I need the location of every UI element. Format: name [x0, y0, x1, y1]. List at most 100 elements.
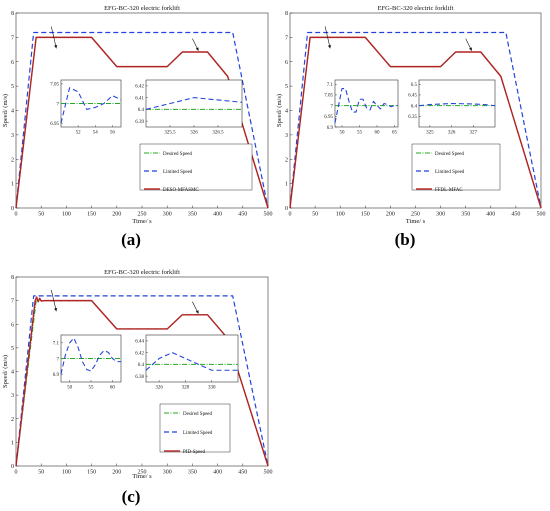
panel-a-inset-2-ytick-label: 6.39	[135, 120, 144, 125]
panel-b-legend-label: Limited Speed	[435, 170, 465, 175]
panel-b-inset-1-frame	[334, 79, 399, 128]
panel-a-ytick-label: 6	[11, 60, 14, 66]
panel-a-inset-2-xtick-label: 325.5	[164, 131, 176, 136]
panel-b-ytick-label: 1	[285, 182, 288, 188]
panel-b-arrow-head	[468, 47, 472, 51]
panel-c-xtick-label: 450	[238, 470, 247, 476]
panel-c: 0 50 100 150 200 250 300 350 400 450 500 0 1 2 3 4 5 6 7 8 E…	[2, 269, 273, 506]
panel-b-legend-label: FFDL-MFAC	[435, 188, 463, 193]
panel-a-ytick-label: 0	[11, 206, 14, 212]
panel-c-inset-1-xtick-label: 60	[110, 386, 116, 391]
panel-a-limited-speed-line	[15, 31, 269, 209]
panel-b-title: EFG-BC-320 electric forklift	[378, 5, 454, 12]
panel-b-inset-1-xtick-label: 55	[357, 131, 363, 136]
panel-b-inset-1: 50 55 60 65 6.9 6.95 7 7.05 7.1	[324, 79, 399, 136]
panel-b-xtick-label: 100	[336, 212, 345, 218]
panel-a-legend: Desired Speed Limited Speed DESO-MFASMC	[139, 143, 253, 193]
panel-c-inset-2-ytick-label: 6.44	[135, 340, 144, 345]
panel-c-arrow-head	[54, 307, 58, 312]
panel-a-inset-2: 325.5 326 326.5 6.39 6.4 6.41 6.42	[135, 79, 243, 136]
panel-c-arrow	[50, 289, 57, 312]
panel-a-inset-2-xtick-label: 326	[190, 131, 198, 136]
panel-b-xtick-label: 0	[289, 212, 292, 218]
panel-a-inset-1-xtick-label: 54	[93, 131, 99, 136]
panel-b-xtick-label: 250	[411, 212, 420, 218]
panel-c-ylabel: Speed/ (m/s)	[2, 355, 9, 388]
panel-c-xtick-label: 400	[213, 470, 222, 476]
panel-a-inset-2-deso-mfasmc-line	[145, 97, 243, 110]
panel-a-ytick-label: 2	[11, 157, 14, 163]
panel-c-inset-1-pid-speed-line	[60, 337, 121, 375]
panel-b-letter: (b)	[395, 230, 416, 249]
panel-b-inset-2: 325 326 327 6.35 6.4 6.45 6.5	[408, 79, 496, 136]
panel-b: 0 50 100 150 200 250 300 350 400 450 500 0 1 2 3 4 5 6 7 8 E…	[276, 5, 546, 249]
panel-b-legend: Desired Speed Limited Speed FFDL-MFAC	[411, 143, 501, 193]
panel-b-legend-label: Desired Speed	[435, 152, 465, 157]
panel-b-limited-speed-line	[289, 31, 542, 209]
panel-b-inset-2-ytick-label: 6.5	[411, 83, 418, 88]
panel-c-ytick-label: 1	[11, 440, 14, 446]
panel-a-ytick-label: 4	[11, 109, 14, 115]
panel-c-title: EFG-BC-320 electric forklift	[104, 269, 180, 276]
panel-a-legend-label: Limited Speed	[163, 170, 193, 175]
panel-b-inset-1-ffdl-mfac-line	[334, 88, 398, 123]
panel-b-arrow	[324, 26, 331, 49]
panel-c-xtick-label: 50	[38, 470, 44, 476]
panel-c-ytick-label: 5	[11, 346, 14, 352]
panel-a-inset-1-ytick-label: 7	[57, 102, 60, 107]
panel-a-arrow-head	[54, 45, 58, 49]
panel-c-ytick-label: 2	[11, 417, 14, 423]
panel-b-ytick-label: 3	[285, 133, 288, 139]
panel-c-xtick-label: 200	[112, 470, 121, 476]
panel-b-inset-1-ytick-label: 7.05	[324, 94, 333, 99]
panel-a-ytick-label: 7	[11, 35, 14, 41]
panel-a-xtick-label: 500	[264, 212, 273, 218]
panel-a-inset-2-ytick-label: 6.4	[138, 108, 145, 113]
panel-a-inset-2-ytick-label: 6.42	[135, 85, 144, 90]
panel-b-inset-1-ytick-label: 6.9	[327, 126, 334, 131]
panel-b-inset-2-ytick-label: 6.35	[408, 115, 417, 120]
panel-b-xlabel: Time/ s	[406, 218, 426, 225]
panel-b-inset-1-xtick-label: 50	[340, 131, 346, 136]
panel-c-inset-2-ytick-label: 6.4	[138, 363, 145, 368]
panel-a-inset-2-ytick-label: 6.41	[135, 96, 144, 101]
panel-c-xtick-label: 0	[15, 470, 18, 476]
panel-a-letter: (a)	[121, 230, 141, 249]
panel-c-inset-2-xtick-label: 330	[208, 386, 216, 391]
panel-b-ytick-label: 6	[285, 60, 288, 66]
panel-b-xtick-label: 350	[461, 212, 470, 218]
panel-a-inset-1-ytick-label: 7.05	[50, 83, 59, 88]
panel-c-ytick-label: 0	[11, 464, 14, 470]
panel-c-legend-label: Desired Speed	[183, 412, 213, 417]
panel-c-ytick-label: 7	[11, 299, 14, 305]
panel-b-inset-2-ytick-label: 6.4	[411, 104, 418, 109]
panel-b-inset-1-xtick-label: 60	[375, 131, 381, 136]
panel-c-xtick-label: 250	[138, 470, 147, 476]
panel-a-xtick-label: 250	[138, 212, 147, 218]
panel-c-ytick-label: 6	[11, 322, 14, 328]
panel-a-xlabel: Time/ s	[132, 218, 152, 225]
panel-a-xtick-label: 400	[213, 212, 222, 218]
panel-b-ytick-label: 4	[285, 109, 288, 115]
panel-b-ytick-label: 7	[285, 35, 288, 41]
panel-c-inset-1-xtick-label: 55	[89, 386, 95, 391]
panel-b-ytick-label: 8	[285, 11, 288, 17]
panel-c-inset-2: 326 328 330 6.38 6.4 6.42 6.44	[135, 334, 239, 391]
panel-b-inset-2-xtick-label: 326	[448, 131, 456, 136]
panel-a-xtick-label: 450	[238, 212, 247, 218]
panel-a-deso-mfasmc-line	[15, 36, 269, 209]
panel-a-xtick-label: 100	[62, 212, 71, 218]
panel-b-ytick-label: 2	[285, 157, 288, 163]
panel-b-xtick-label: 50	[312, 212, 318, 218]
panel-b-inset-1-ytick-label: 7	[331, 104, 334, 109]
panel-a-xtick-label: 0	[15, 212, 18, 218]
panel-b-inset-2-xtick-label: 327	[470, 131, 478, 136]
panel-b-ytick-label: 0	[285, 206, 288, 212]
panel-c-xlabel: Time/ s	[132, 473, 152, 480]
panel-b-xtick-label: 200	[386, 212, 395, 218]
panel-a-inset-1-xtick-label: 56	[110, 131, 116, 136]
panel-c-legend-label: Limited Speed	[183, 431, 213, 436]
panel-a-title: EFG-BC-320 electric forklift	[104, 5, 180, 12]
panel-b-ylabel: Speed/ (m/s)	[276, 94, 283, 127]
